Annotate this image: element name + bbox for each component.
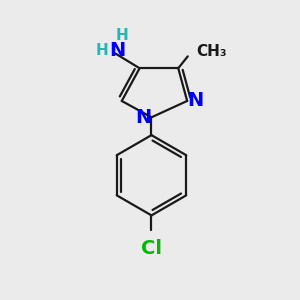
Text: H: H <box>116 28 128 43</box>
Text: H: H <box>96 43 108 58</box>
Text: N: N <box>109 41 125 60</box>
Text: N: N <box>187 92 204 110</box>
Text: Cl: Cl <box>141 238 162 258</box>
Text: CH₃: CH₃ <box>196 44 227 59</box>
Text: N: N <box>135 108 151 127</box>
